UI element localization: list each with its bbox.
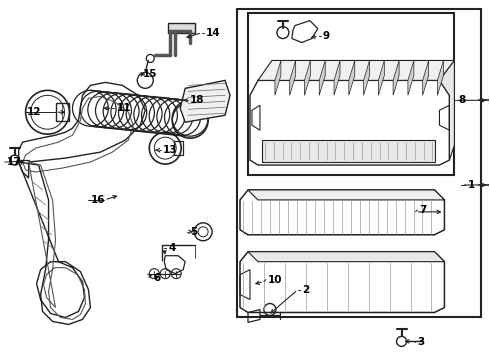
Text: 14: 14: [206, 28, 220, 37]
Text: 13: 13: [163, 145, 178, 155]
Text: 7: 7: [419, 205, 427, 215]
Text: 2: 2: [302, 284, 309, 294]
Text: 8: 8: [458, 95, 466, 105]
Text: 10: 10: [268, 275, 282, 285]
Polygon shape: [248, 190, 444, 200]
Polygon shape: [440, 60, 454, 160]
Polygon shape: [248, 252, 444, 262]
Polygon shape: [393, 60, 399, 95]
Text: 18: 18: [190, 95, 205, 105]
Polygon shape: [290, 60, 295, 95]
Text: 17: 17: [7, 157, 21, 167]
Polygon shape: [378, 60, 384, 95]
Bar: [174, 141, 183, 155]
Text: 1: 1: [467, 180, 475, 190]
Polygon shape: [180, 80, 230, 122]
Text: 9: 9: [323, 31, 330, 41]
Polygon shape: [438, 60, 443, 95]
Polygon shape: [349, 60, 355, 95]
Text: 16: 16: [91, 195, 105, 205]
Text: 4: 4: [168, 243, 175, 253]
Text: 11: 11: [116, 103, 131, 113]
Bar: [262, 140, 436, 162]
Text: 15: 15: [143, 69, 158, 80]
Polygon shape: [304, 60, 311, 95]
Text: 6: 6: [153, 273, 161, 283]
Polygon shape: [423, 60, 429, 95]
Polygon shape: [319, 60, 325, 95]
Polygon shape: [275, 60, 281, 95]
Bar: [237, 9, 481, 318]
Bar: [248, 13, 454, 175]
Text: 5: 5: [190, 227, 197, 237]
Polygon shape: [334, 60, 340, 95]
Polygon shape: [258, 60, 454, 80]
Polygon shape: [408, 60, 414, 95]
Polygon shape: [364, 60, 369, 95]
Bar: [55, 103, 69, 121]
Bar: [168, 23, 195, 32]
Text: 3: 3: [417, 337, 425, 347]
Text: 12: 12: [26, 107, 41, 117]
